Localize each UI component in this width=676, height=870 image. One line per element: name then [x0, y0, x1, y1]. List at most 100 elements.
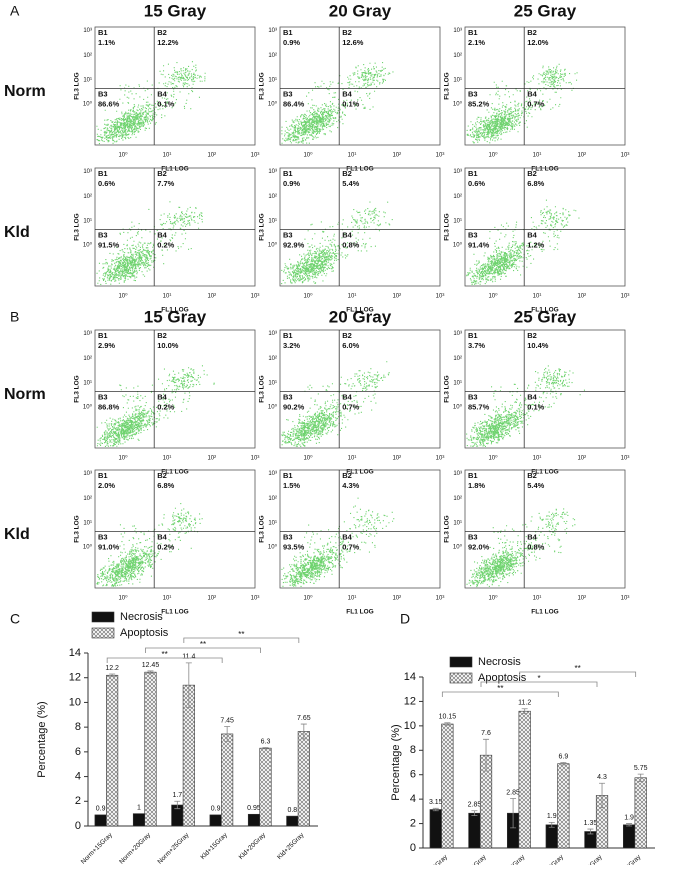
value-label: 6.3 [261, 738, 271, 745]
y-tick-label: 10² [83, 53, 92, 59]
panel-letter: B [10, 309, 19, 325]
x-tick-label: 10² [577, 153, 586, 159]
bar [468, 812, 481, 849]
quadrant-percent: 1.2% [527, 240, 544, 249]
y-tick-label: 10⁰ [453, 543, 463, 550]
y-tick-label: 10² [453, 194, 462, 200]
quadrant-percent: 4.3% [342, 481, 359, 490]
x-tick-label: 10⁰ [488, 293, 498, 300]
y-axis-label: FL3 LOG [444, 213, 451, 240]
plot-frame [464, 167, 626, 287]
x-tick-label: 10³ [251, 153, 260, 159]
x-tick-label: Kld+15Gray [199, 831, 229, 861]
flow-plot: 10⁰ 10¹ 10² 10³ 10⁰ 10¹ 10² 10³ FL1 LOG FL3 LOG B1… [444, 26, 629, 173]
y-tick-label: 10⁰ [453, 241, 463, 248]
y-tick-label: 4 [75, 770, 81, 782]
x-tick-label: 10⁰ [488, 595, 498, 602]
significance-label: ** [162, 650, 168, 659]
y-tick-label: 10⁰ [268, 403, 278, 410]
quadrant-name: B3 [468, 230, 478, 239]
x-tick-label: 10⁰ [303, 152, 313, 159]
plot-frame [94, 26, 256, 146]
y-tick-label: 10 [69, 696, 81, 708]
quadrant-name: B3 [283, 230, 293, 239]
column-header: 20 Gray [329, 307, 392, 326]
quadrant-name: B4 [527, 392, 537, 401]
quadrant-percent: 3.7% [468, 341, 485, 350]
dot-cloud [96, 61, 206, 145]
plot-frame [464, 26, 626, 146]
error-bar [587, 828, 594, 835]
quadrant-percent: 0.9% [283, 38, 300, 47]
x-tick-label: 10¹ [163, 596, 172, 602]
quadrant-percent: 1.8% [468, 481, 485, 490]
column-header: 25 Gray [514, 1, 577, 20]
y-axis-label: FL3 LOG [74, 72, 81, 99]
y-tick-label: 0 [410, 842, 416, 854]
quadrant-name: B2 [342, 28, 352, 37]
y-tick-label: 10¹ [453, 521, 462, 527]
x-tick-label: 10¹ [348, 596, 357, 602]
flow-plot: 10⁰ 10¹ 10² 10³ 10⁰ 10¹ 10² 10³ FL1 LOG FL3 LOG B1… [259, 469, 444, 616]
y-tick-label: 10⁰ [83, 403, 93, 410]
y-tick-label: 10⁰ [83, 543, 93, 550]
quadrant-percent: 0.1% [527, 402, 544, 411]
quadrant-percent: 3.2% [283, 341, 300, 350]
quadrant-name: B4 [527, 89, 537, 98]
value-label: 0.95 [247, 805, 261, 812]
bar-chart: 0 2 4 6 8 10 12 14 Percentage (%) Necrosis 0.9 1 1.7… [36, 611, 318, 866]
plot-frame [94, 469, 256, 589]
quadrant-name: B3 [98, 532, 108, 541]
y-axis-label: FL3 LOG [74, 375, 81, 402]
quadrant-percent: 0.7% [342, 542, 359, 551]
quadrant-name: B4 [157, 89, 167, 98]
quadrant-name: B4 [342, 230, 352, 239]
y-axis-label: FL3 LOG [259, 72, 266, 99]
y-tick-label: 10² [268, 496, 277, 502]
value-label: 7.6 [481, 730, 491, 737]
panel-letter: D [400, 611, 410, 627]
quadrant-percent: 0.6% [98, 179, 115, 188]
x-tick-label: 10¹ [533, 153, 542, 159]
quadrant-percent: 2.9% [98, 341, 115, 350]
y-tick-label: 10² [453, 356, 462, 362]
quadrant-name: B1 [468, 28, 478, 37]
significance-bracket [441, 691, 559, 697]
y-tick-label: 10² [83, 496, 92, 502]
x-tick-label: 10³ [621, 596, 630, 602]
flow-plot: 10⁰ 10¹ 10² 10³ 10⁰ 10¹ 10² 10³ FL1 LOG FL3 LOG B1… [259, 167, 444, 314]
x-tick-label: 10² [207, 596, 216, 602]
y-tick-label: 10¹ [83, 381, 92, 387]
bar [622, 824, 636, 849]
quadrant-percent: 6.0% [342, 341, 359, 350]
y-tick-label: 10¹ [453, 219, 462, 225]
quadrant-percent: 7.7% [157, 179, 174, 188]
quadrant-percent: 91.5% [98, 240, 120, 249]
dot-cloud [96, 365, 215, 447]
quadrant-name: B1 [468, 169, 478, 178]
quadrant-percent: 0.7% [342, 402, 359, 411]
x-tick-label: Norm+25Gray [492, 853, 526, 865]
y-tick-label: 10⁰ [268, 100, 278, 107]
bar [209, 814, 222, 827]
row-label: Norm [4, 386, 46, 403]
quadrant-name: B3 [468, 89, 478, 98]
value-label: 6.9 [558, 753, 568, 760]
quadrant-name: B4 [527, 230, 537, 239]
x-tick-label: Norm+15Gray [415, 853, 449, 865]
quadrant-name: B2 [527, 331, 537, 340]
x-tick-label: 10⁰ [488, 455, 498, 462]
quadrant-name: B3 [98, 392, 108, 401]
y-tick-label: 10² [83, 356, 92, 362]
value-label: 2.85 [468, 802, 482, 809]
quadrant-name: B1 [283, 471, 293, 480]
x-tick-label: 10³ [621, 456, 630, 462]
y-tick-label: 10⁰ [83, 241, 93, 248]
y-tick-label: 14 [404, 671, 416, 683]
error-bar [548, 821, 555, 828]
bar [429, 809, 442, 849]
y-tick-label: 8 [75, 721, 81, 733]
quadrant-percent: 2.0% [98, 481, 115, 490]
